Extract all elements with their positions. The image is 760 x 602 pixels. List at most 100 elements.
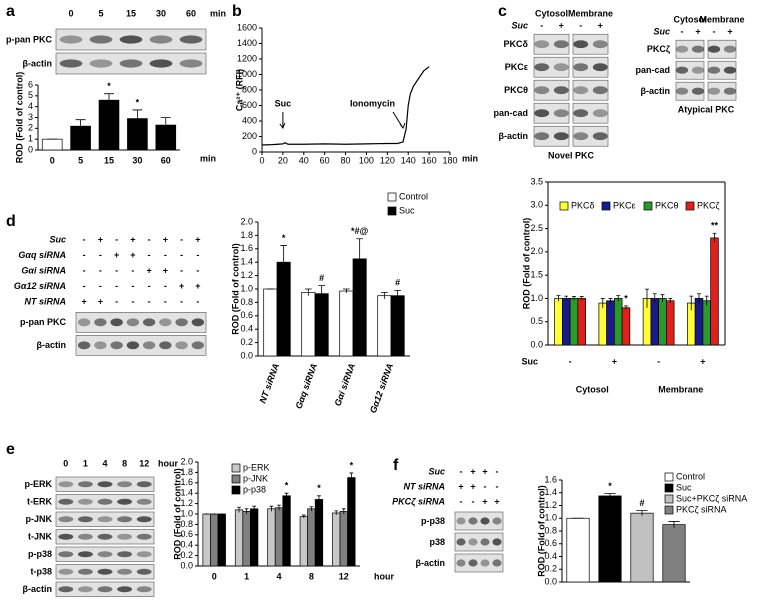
bar	[267, 508, 276, 567]
blot-band	[492, 559, 502, 567]
blot-band	[58, 586, 74, 593]
y-tick-label: 1.4	[180, 488, 193, 498]
blot-band	[117, 551, 133, 558]
y-axis-label: Ca²⁺ (RFI)	[234, 69, 244, 111]
blot-band	[126, 341, 140, 350]
legend-swatch	[664, 483, 674, 493]
bar	[614, 298, 623, 346]
y-tick-label: 0.0	[544, 576, 557, 586]
condition-sign: +	[130, 234, 135, 244]
y-tick-label: 4	[28, 101, 33, 111]
blot-band	[592, 40, 608, 49]
annotation-arrow	[392, 111, 406, 130]
blot-band	[592, 86, 608, 95]
blot-band	[136, 498, 152, 505]
error-bar	[237, 506, 241, 513]
blot-row-label: p38	[429, 537, 445, 547]
error-bar	[579, 296, 584, 301]
panel-letter: c	[498, 3, 507, 20]
y-tick-label: 0.6	[544, 538, 557, 548]
blot-band	[691, 45, 705, 53]
blot-strip	[533, 102, 570, 124]
blot-band	[119, 59, 143, 68]
error-bar	[75, 119, 86, 133]
condition-label: Gαi siRNA	[21, 265, 66, 275]
y-tick-label: 1200	[237, 53, 257, 63]
condition-sign: +	[494, 496, 499, 506]
bar	[621, 307, 631, 346]
error-bar	[600, 298, 605, 308]
y-tick-label: 1400	[237, 38, 257, 48]
x-tick-label: 12	[339, 571, 349, 581]
x-axis-label: Suc	[521, 356, 538, 366]
y-tick-label: 1.0	[240, 283, 253, 293]
blot-band	[97, 551, 113, 558]
blot-strip	[454, 532, 504, 552]
blot-band	[159, 341, 172, 350]
blot-strip	[533, 79, 570, 101]
panel-letter: d	[6, 213, 16, 230]
bar	[650, 298, 659, 346]
bar	[347, 477, 356, 567]
condition-sign: -	[180, 265, 183, 275]
blot-row-label: β-actin	[499, 131, 529, 141]
blot-strip	[75, 311, 207, 333]
blot-band	[534, 132, 550, 141]
y-tick-label: 1.0	[530, 293, 543, 303]
error-bar	[104, 93, 114, 107]
condition-sign: +	[179, 281, 184, 291]
error-bar	[616, 295, 621, 302]
error-bar	[564, 295, 569, 301]
bar	[694, 298, 704, 346]
bar	[307, 508, 316, 567]
blot-band	[723, 66, 737, 74]
condition-sign: -	[164, 281, 167, 291]
condition-sign: -	[196, 265, 199, 275]
condition-sign: -	[115, 296, 118, 306]
error-bar	[309, 506, 314, 511]
x-tick-label: Gαq siRNA	[293, 362, 319, 410]
blot-band	[142, 341, 156, 350]
blot-band	[77, 341, 91, 350]
legend-swatch	[664, 505, 674, 515]
blot-band	[97, 568, 113, 575]
y-tick-label: 0.0	[240, 350, 253, 360]
annotation: *#@	[351, 226, 369, 236]
legend-label: p-p38	[243, 484, 266, 494]
legend-swatch	[664, 494, 674, 504]
y-tick-label: 0	[252, 146, 257, 156]
condition-sign: -	[496, 481, 499, 491]
blot-row-label: p-JNK	[26, 514, 53, 524]
blot-band	[136, 516, 152, 523]
y-tick-label: 1.6	[544, 474, 557, 484]
blot-band	[77, 533, 93, 540]
annotation: Suc	[275, 98, 292, 108]
condition-sign: -	[681, 26, 684, 36]
blot-group: Membrane	[699, 14, 744, 24]
condition-sign: -	[460, 496, 463, 506]
condition-sign: -	[99, 265, 102, 275]
x-axis-label: hour	[374, 571, 394, 581]
legend-label: PKCζ	[697, 200, 720, 210]
blot-band	[456, 559, 466, 567]
bar	[274, 507, 284, 567]
blot-band	[456, 517, 466, 525]
annotation: #	[319, 273, 324, 283]
condition-sign: -	[148, 250, 151, 260]
blot-band	[58, 533, 74, 540]
x-tick-label: 60	[161, 155, 171, 165]
bar	[662, 524, 686, 583]
condition-sign: +	[195, 234, 200, 244]
blot-band	[58, 481, 74, 488]
blot-band	[707, 45, 721, 53]
blot-row-label: p-ERK	[25, 479, 53, 489]
legend-label: Suc+PKCζ siRNA	[676, 493, 747, 503]
legend-swatch	[231, 474, 241, 484]
bar	[332, 512, 341, 567]
error-bar	[689, 295, 694, 311]
legend-label: p-JNK	[243, 473, 268, 483]
bar	[666, 300, 675, 346]
blot-group: Cytosol	[535, 8, 568, 18]
x-tick-label: 140	[401, 155, 416, 165]
